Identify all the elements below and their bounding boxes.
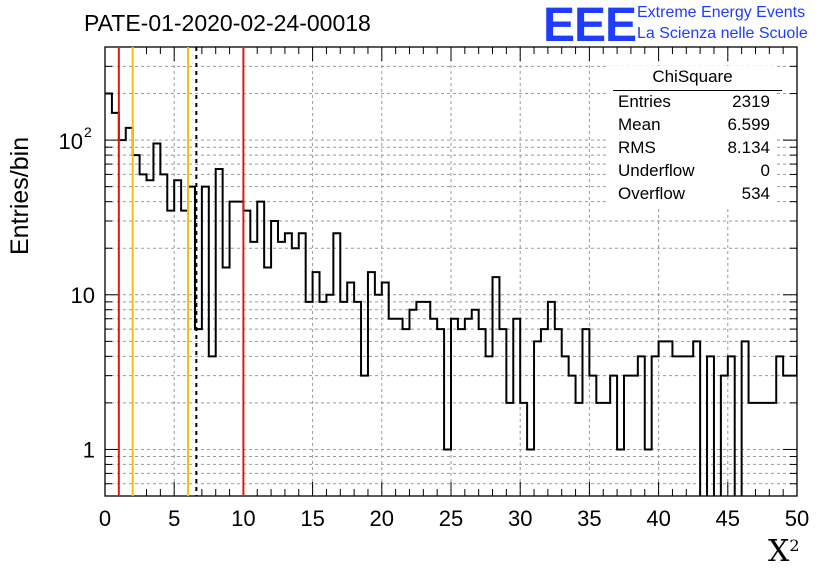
y-tick-label-exponent: 2 — [84, 124, 92, 140]
stats-label: Overflow — [618, 184, 686, 203]
x-tick-labels: 0 5 10 15 20 25 30 35 40 45 50 — [99, 506, 809, 531]
x-tick-label: 0 — [99, 506, 111, 531]
x-axis-label-base: X — [768, 534, 790, 569]
eee-logo-mark: EEE — [543, 0, 637, 52]
stats-value: 2319 — [732, 92, 770, 111]
y-axis-ticks — [105, 65, 797, 485]
chart-title: PATE-01-2020-02-24-00018 — [84, 10, 371, 36]
stats-label: Entries — [618, 92, 671, 111]
stats-row-rms: RMS 8.134 — [618, 138, 770, 160]
histogram-series — [105, 92, 797, 496]
x-tick-label: 45 — [716, 506, 740, 531]
x-axis-label-sup: 2 — [789, 536, 800, 555]
x-tick-label: 40 — [646, 506, 670, 531]
y-tick-label: 10 — [59, 129, 83, 154]
x-tick-label: 15 — [300, 506, 324, 531]
x-axis-ticks — [104, 47, 798, 496]
y-axis-label: Entries/bin — [6, 136, 34, 255]
x-tick-label: 25 — [439, 506, 463, 531]
x-axis-label: X2 — [768, 534, 800, 569]
stats-row-overflow: Overflow 534 — [618, 184, 770, 206]
stats-box-background — [609, 66, 776, 206]
x-tick-label: 10 — [231, 506, 255, 531]
reference-lines — [117, 47, 245, 496]
y-tick-label: 10 — [71, 283, 95, 308]
x-tick-label: 20 — [370, 506, 394, 531]
x-tick-label: 35 — [577, 506, 601, 531]
stats-value: 8.134 — [727, 138, 770, 157]
stats-value: 534 — [741, 184, 770, 203]
stats-divider — [613, 90, 782, 91]
logo-text-line2: La Scienza nelle Scuole — [637, 25, 808, 42]
stats-label: Underflow — [618, 161, 695, 180]
stats-value: 6.599 — [727, 115, 770, 134]
stats-row-underflow: Underflow 0 — [618, 161, 770, 183]
stats-row-mean: Mean 6.599 — [618, 115, 770, 137]
x-tick-label: 5 — [168, 506, 180, 531]
stats-label: Mean — [618, 115, 661, 134]
stats-label: RMS — [618, 138, 656, 157]
stats-title: ChiSquare — [652, 67, 733, 86]
stats-box: ChiSquare Entries 2319 Mean 6.599 RMS 8.134… — [609, 66, 782, 206]
stats-row-entries: Entries 2319 — [618, 92, 770, 114]
logo-text-line1: Extreme Energy Events — [637, 4, 806, 21]
x-tick-label: 30 — [508, 506, 532, 531]
stats-value: 0 — [760, 161, 770, 180]
y-tick-label: 1 — [83, 437, 95, 462]
x-tick-label: 50 — [785, 506, 809, 531]
